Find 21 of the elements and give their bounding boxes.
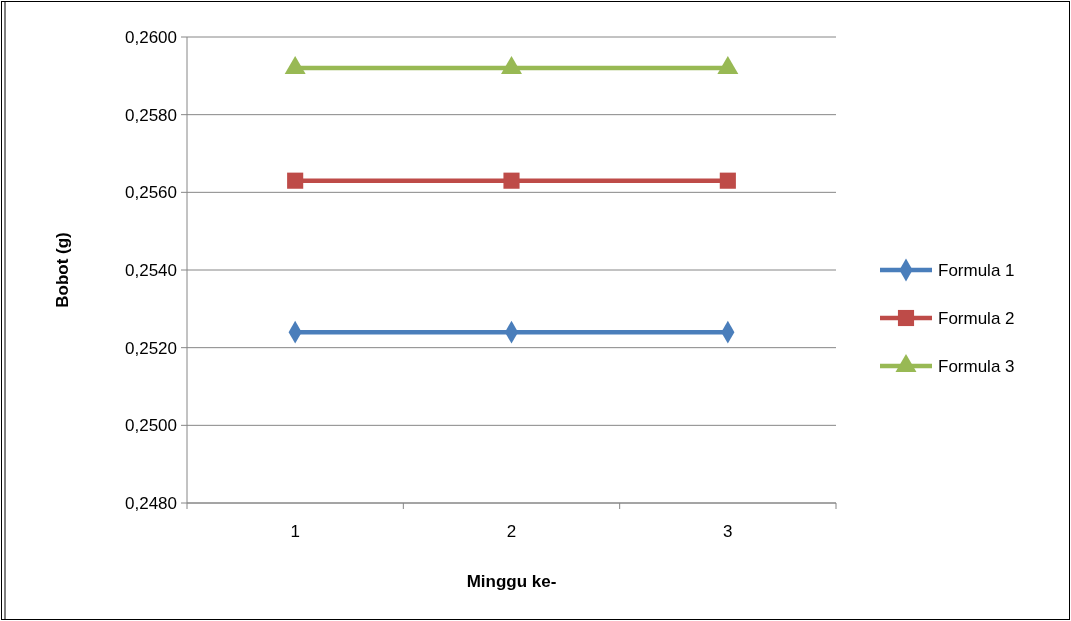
y-tick-label: 0,2500: [125, 416, 177, 436]
y-tick-label: 0,2560: [125, 183, 177, 203]
legend-label: Formula 3: [938, 356, 1015, 376]
y-axis-title: Bobot (g): [53, 232, 72, 308]
point: [503, 172, 520, 189]
x-tick-label: 1: [290, 522, 300, 541]
point: [501, 55, 522, 75]
x-tick-label: 3: [723, 522, 733, 541]
point: [284, 55, 306, 75]
y-tick-label: 0,2580: [125, 105, 177, 125]
point: [287, 172, 304, 189]
y-tick-label: 0,2520: [125, 338, 177, 358]
x-axis-title: Minggu ke-: [466, 572, 557, 591]
point: [717, 55, 739, 75]
x-tick-label: 2: [506, 522, 517, 541]
y-tick-label: 0,2600: [125, 27, 177, 47]
y-tick-label: 0,2480: [125, 493, 177, 513]
legend-label: Formula 2: [938, 308, 1015, 328]
y-tick-label: 0,2540: [125, 260, 177, 280]
point: [719, 172, 736, 189]
legend-label: Formula 1: [938, 260, 1015, 280]
